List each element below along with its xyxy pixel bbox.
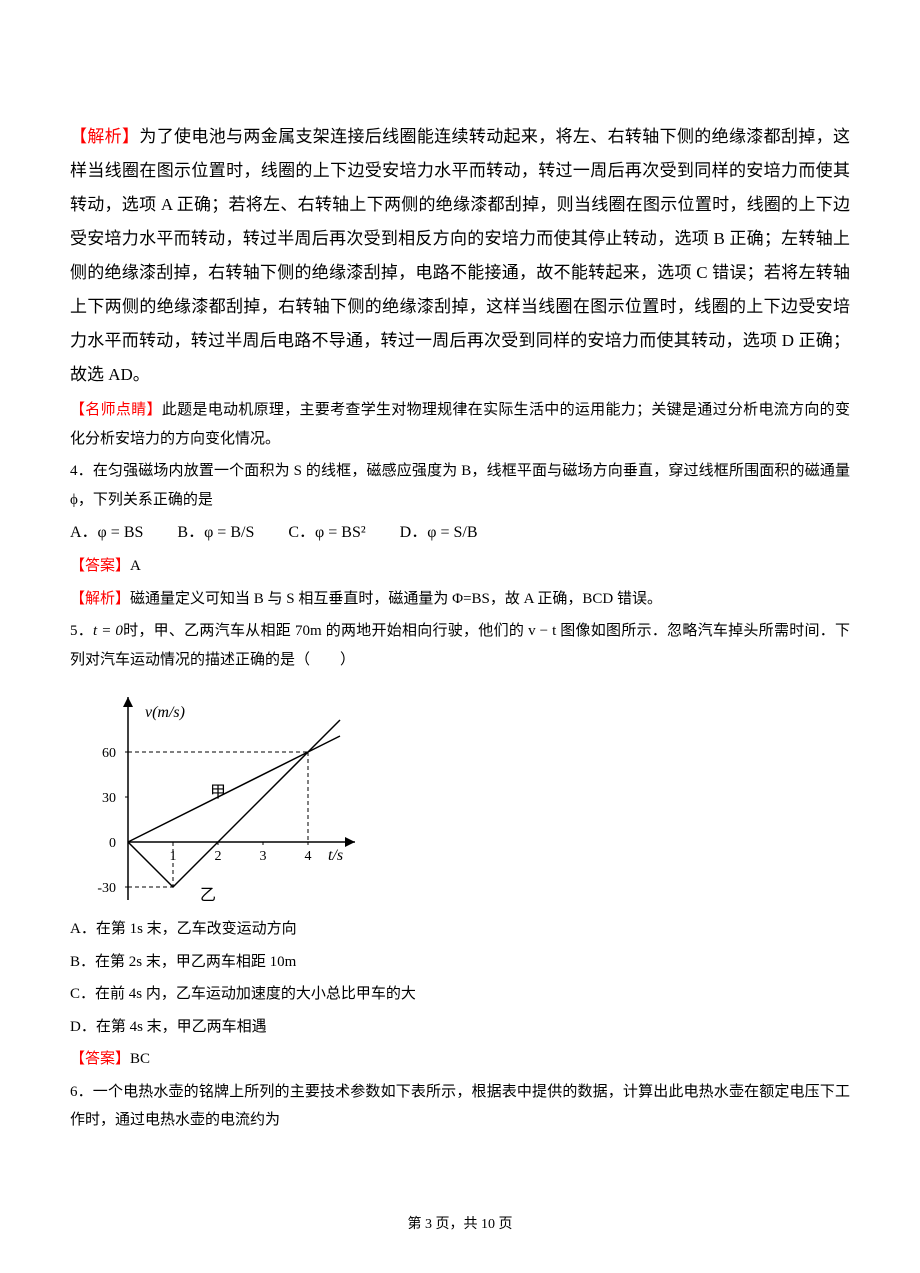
q5-pre: t = 0 xyxy=(93,623,123,639)
q4-explanation: 【解析】磁通量定义可知当 B 与 S 相互垂直时，磁通量为 Φ=BS，故 A 正… xyxy=(70,585,850,614)
q4-options: A．φ = BS B．φ = B/S C．φ = BS² D．φ = S/B xyxy=(70,518,850,548)
tick-30: 30 xyxy=(102,791,116,806)
q5-stem: 5．t = 0时，甲、乙两汽车从相距 70m 的两地开始相向行驶，他们的 v −… xyxy=(70,617,850,674)
footer-l: 第 xyxy=(408,1217,422,1232)
xtickl-4: 4 xyxy=(305,849,312,864)
q5-answer: 【答案】BC xyxy=(70,1045,850,1074)
q4-optD: D．φ = S/B xyxy=(400,524,478,541)
q6-body: 一个电热水壶的铭牌上所列的主要技术参数如下表所示，根据表中提供的数据，计算出此电… xyxy=(70,1084,850,1129)
xlabel: t/s xyxy=(328,847,343,864)
q5-optA: A．在第 1s 末，乙车改变运动方向 xyxy=(70,915,850,944)
q6-num: 6． xyxy=(70,1084,93,1100)
footer-r: 页 xyxy=(499,1217,513,1232)
footer-page: 3 xyxy=(425,1217,432,1232)
q5-optC: C．在前 4s 内，乙车运动加速度的大小总比甲车的大 xyxy=(70,980,850,1009)
q4-ans-label: 【答案】 xyxy=(70,558,130,574)
q6-stem: 6．一个电热水壶的铭牌上所列的主要技术参数如下表所示，根据表中提供的数据，计算出… xyxy=(70,1078,850,1135)
q5-body: 时，甲、乙两汽车从相距 70m 的两地开始相向行驶，他们的 v − t 图像如图… xyxy=(70,623,850,668)
q5-ans: BC xyxy=(130,1051,150,1067)
teacher-tip-label: 【名师点睛】 xyxy=(70,402,162,418)
analysis-label: 【解析】 xyxy=(70,127,139,146)
vt-chart: 0 30 60 -30 1 2 3 4 v(m/s) t/s 甲 乙 xyxy=(70,682,365,907)
teacher-tip-para: 【名师点睛】此题是电动机原理，主要考查学生对物理规律在实际生活中的运用能力；关键… xyxy=(70,396,850,453)
footer-total: 10 xyxy=(481,1217,495,1232)
page: 【解析】为了使电池与两金属支架连接后线圈能连续转动起来，将左、右转轴下侧的绝缘漆… xyxy=(0,0,920,1273)
q4-body: 在匀强磁场内放置一个面积为 S 的线框，磁感应强度为 B，线框平面与磁场方向垂直… xyxy=(70,463,850,508)
analysis-para: 【解析】为了使电池与两金属支架连接后线圈能连续转动起来，将左、右转轴下侧的绝缘漆… xyxy=(70,120,850,392)
q4-expl-body: 磁通量定义可知当 B 与 S 相互垂直时，磁通量为 Φ=BS，故 A 正确，BC… xyxy=(130,591,662,607)
analysis-body: 为了使电池与两金属支架连接后线圈能连续转动起来，将左、右转轴下侧的绝缘漆都刮掉，… xyxy=(70,127,850,384)
q5-ans-label: 【答案】 xyxy=(70,1051,130,1067)
teacher-tip-body: 此题是电动机原理，主要考查学生对物理规律在实际生活中的运用能力；关键是通过分析电… xyxy=(70,402,850,447)
q4-expl-label: 【解析】 xyxy=(70,591,130,607)
xtickl-2: 2 xyxy=(215,849,222,864)
ylabel: v(m/s) xyxy=(145,704,185,721)
q4-answer: 【答案】A xyxy=(70,552,850,581)
q5-optB: B．在第 2s 末，甲乙两车相距 10m xyxy=(70,948,850,977)
q4-optC: C．φ = BS² xyxy=(288,524,365,541)
tick-n30: -30 xyxy=(97,881,116,896)
q4-optB: B．φ = B/S xyxy=(177,524,254,541)
label-jia: 甲 xyxy=(210,784,226,801)
q4-stem: 4．在匀强磁场内放置一个面积为 S 的线框，磁感应强度为 B，线框平面与磁场方向… xyxy=(70,457,850,514)
q5-num: 5． xyxy=(70,623,93,639)
footer-m: 页，共 xyxy=(436,1217,478,1232)
xtickl-3: 3 xyxy=(260,849,267,864)
q5-optD: D．在第 4s 末，甲乙两车相遇 xyxy=(70,1013,850,1042)
page-footer: 第 3 页，共 10 页 xyxy=(70,1213,850,1233)
tick-60: 60 xyxy=(102,746,116,761)
q4-optA: A．φ = BS xyxy=(70,524,143,541)
tick-0: 0 xyxy=(109,836,116,851)
q4-num: 4． xyxy=(70,463,93,479)
label-yi: 乙 xyxy=(200,887,216,904)
q4-ans: A xyxy=(130,558,141,574)
